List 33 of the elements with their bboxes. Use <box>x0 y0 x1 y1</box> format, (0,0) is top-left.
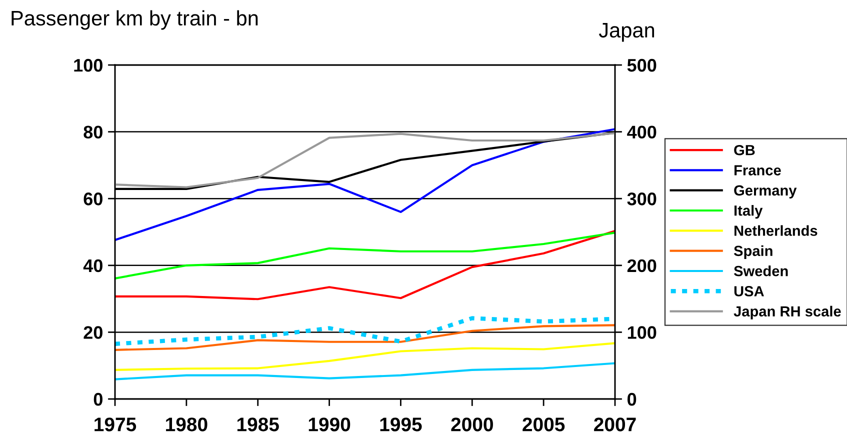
x-tick-label: 1995 <box>380 418 422 432</box>
y2-tick-label: 100 <box>628 326 656 339</box>
y-tick-label: 20 <box>84 326 102 339</box>
y2-tick-label: 0 <box>628 392 636 406</box>
x-tick-label: 1975 <box>94 418 136 432</box>
legend-label: Italy <box>734 205 763 219</box>
x-tick-label: 2007 <box>594 418 636 432</box>
y2-tick-label: 200 <box>627 259 656 272</box>
y2-tick-label: 500 <box>627 58 656 72</box>
y-tick-label: 100 <box>74 58 102 72</box>
legend-label: France <box>734 165 781 176</box>
legend-label: USA <box>734 286 764 296</box>
legend-label: Sweden <box>734 266 788 276</box>
x-tick-label: 1985 <box>237 418 279 432</box>
y2-tick-label: 300 <box>627 192 656 206</box>
x-tick-label: 2005 <box>522 418 565 432</box>
legend-label: Japan RH scale <box>734 306 841 320</box>
legend-label: Spain <box>734 245 772 259</box>
y2-tick-label: 400 <box>627 126 656 139</box>
chart-title: Passenger km by train - bn <box>12 10 258 30</box>
y-tick-label: 0 <box>94 392 102 406</box>
legend-label: Germany <box>734 185 797 198</box>
y-tick-label: 60 <box>84 192 102 206</box>
x-tick-label: 1990 <box>308 418 350 432</box>
x-tick-label: 1980 <box>166 418 208 432</box>
line-series <box>115 362 615 380</box>
line-series <box>115 342 615 371</box>
y-tick-label: 40 <box>83 259 102 272</box>
y2-axis-title: Japan <box>598 23 654 42</box>
y-tick-label: 80 <box>84 126 102 139</box>
legend-label: GB <box>734 144 755 156</box>
legend-label: Netherlands <box>734 225 818 236</box>
x-tick-label: 2000 <box>451 418 493 432</box>
